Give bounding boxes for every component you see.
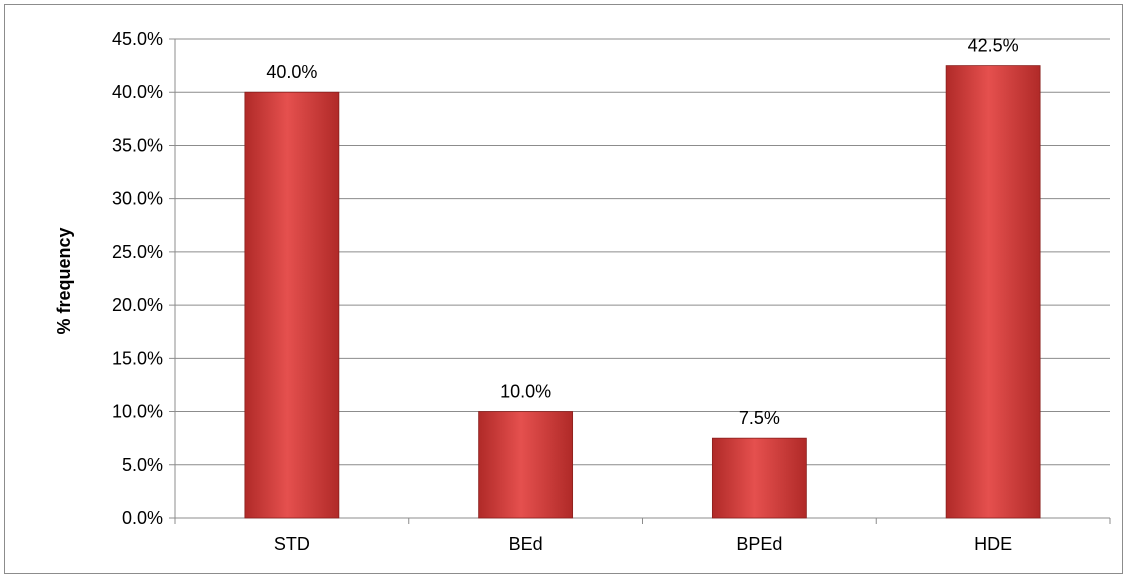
y-tick-label: 40.0% [112, 82, 163, 102]
bar-hde [945, 65, 1041, 519]
y-tick-label: 25.0% [112, 242, 163, 262]
x-tick-label-hde: HDE [974, 534, 1012, 554]
y-tick-label: 10.0% [112, 402, 163, 422]
x-tick-label-bed: BEd [509, 534, 543, 554]
bar-bed [478, 411, 574, 519]
bars [244, 65, 1041, 519]
y-tick-label: 35.0% [112, 135, 163, 155]
y-tick-label: 45.0% [112, 29, 163, 49]
y-tick-label: 20.0% [112, 295, 163, 315]
y-axis-title: % frequency [54, 227, 74, 334]
y-tick-label: 5.0% [122, 455, 163, 475]
bar-bped [711, 437, 807, 519]
y-tick-label: 0.0% [122, 508, 163, 528]
y-tick-label: 30.0% [112, 189, 163, 209]
data-label-std: 40.0% [266, 62, 317, 82]
bar-std [244, 91, 340, 519]
data-label-bped: 7.5% [739, 408, 780, 428]
y-tick-label: 15.0% [112, 348, 163, 368]
data-label-bed: 10.0% [500, 382, 551, 402]
labels: 0.0% 5.0% 10.0% 15.0% 20.0% 25.0% 30.0% 35.0% 40… [112, 29, 1019, 554]
data-label-hde: 42.5% [968, 36, 1019, 56]
x-tick-label-std: STD [274, 534, 310, 554]
axes [174, 39, 1111, 524]
x-tick-label-bped: BPEd [736, 534, 782, 554]
